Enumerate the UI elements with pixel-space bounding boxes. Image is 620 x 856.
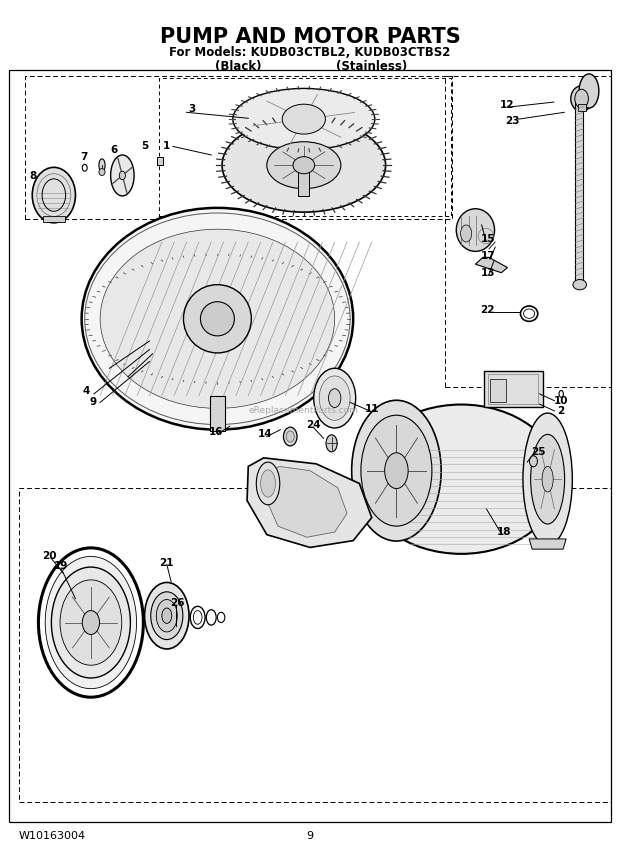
Text: 2: 2 bbox=[557, 406, 564, 416]
Polygon shape bbox=[43, 217, 65, 222]
Text: 24: 24 bbox=[306, 420, 321, 431]
Ellipse shape bbox=[260, 470, 275, 497]
Ellipse shape bbox=[363, 405, 560, 554]
Ellipse shape bbox=[51, 567, 130, 678]
Bar bbox=[298, 162, 309, 196]
Ellipse shape bbox=[256, 462, 280, 505]
Ellipse shape bbox=[283, 427, 297, 446]
Ellipse shape bbox=[99, 159, 105, 171]
Ellipse shape bbox=[233, 88, 375, 150]
Text: PUMP AND MOTOR PARTS: PUMP AND MOTOR PARTS bbox=[159, 27, 461, 47]
Ellipse shape bbox=[529, 455, 538, 467]
Bar bbox=[490, 378, 506, 402]
Bar bbox=[484, 371, 542, 407]
Ellipse shape bbox=[144, 582, 189, 649]
Ellipse shape bbox=[314, 368, 356, 428]
Text: (Black): (Black) bbox=[215, 60, 262, 73]
Bar bbox=[159, 78, 451, 217]
Ellipse shape bbox=[461, 225, 472, 242]
Ellipse shape bbox=[384, 453, 408, 489]
Ellipse shape bbox=[82, 610, 100, 634]
Text: 22: 22 bbox=[480, 306, 495, 315]
Ellipse shape bbox=[267, 142, 341, 188]
Text: 7: 7 bbox=[80, 152, 87, 162]
Text: 23: 23 bbox=[505, 116, 520, 126]
Text: 8: 8 bbox=[30, 171, 37, 181]
Ellipse shape bbox=[573, 280, 587, 290]
Polygon shape bbox=[247, 458, 372, 548]
Text: 16: 16 bbox=[209, 427, 223, 437]
Ellipse shape bbox=[156, 599, 177, 632]
Text: 11: 11 bbox=[365, 404, 379, 414]
Text: 20: 20 bbox=[42, 551, 57, 561]
Polygon shape bbox=[267, 467, 347, 538]
Bar bbox=[25, 76, 452, 219]
Ellipse shape bbox=[542, 467, 553, 492]
Text: 17: 17 bbox=[480, 251, 495, 260]
Bar bbox=[575, 98, 583, 285]
Ellipse shape bbox=[579, 74, 599, 108]
Text: 26: 26 bbox=[170, 597, 185, 608]
Text: 21: 21 bbox=[159, 558, 174, 568]
Bar bbox=[157, 157, 163, 165]
Ellipse shape bbox=[531, 434, 565, 524]
Text: 13: 13 bbox=[480, 268, 495, 277]
Ellipse shape bbox=[575, 89, 588, 108]
Ellipse shape bbox=[456, 209, 495, 252]
Text: 3: 3 bbox=[188, 104, 195, 114]
Ellipse shape bbox=[523, 413, 572, 545]
Bar bbox=[488, 374, 538, 404]
Bar bbox=[445, 76, 611, 387]
Text: 4: 4 bbox=[83, 386, 91, 396]
Ellipse shape bbox=[110, 155, 134, 196]
Ellipse shape bbox=[352, 401, 441, 541]
Text: 9: 9 bbox=[89, 397, 96, 407]
Ellipse shape bbox=[60, 580, 122, 665]
Ellipse shape bbox=[222, 118, 386, 212]
Text: 15: 15 bbox=[480, 234, 495, 244]
Text: 25: 25 bbox=[531, 447, 546, 457]
Bar bbox=[9, 69, 611, 823]
Ellipse shape bbox=[151, 591, 183, 639]
Ellipse shape bbox=[200, 301, 234, 336]
Ellipse shape bbox=[326, 435, 337, 452]
Polygon shape bbox=[476, 258, 508, 273]
Text: 19: 19 bbox=[54, 562, 68, 571]
Ellipse shape bbox=[286, 431, 294, 442]
Ellipse shape bbox=[329, 389, 341, 407]
Ellipse shape bbox=[45, 556, 136, 689]
Text: (Stainless): (Stainless) bbox=[336, 60, 407, 73]
Polygon shape bbox=[529, 539, 566, 550]
Ellipse shape bbox=[119, 171, 125, 180]
Text: 18: 18 bbox=[497, 527, 511, 537]
Ellipse shape bbox=[184, 285, 251, 353]
Bar bbox=[210, 396, 225, 431]
Ellipse shape bbox=[319, 376, 350, 420]
Text: 6: 6 bbox=[111, 145, 118, 155]
Ellipse shape bbox=[99, 169, 105, 175]
Text: 14: 14 bbox=[259, 429, 273, 439]
Text: 9: 9 bbox=[306, 831, 314, 841]
Text: 10: 10 bbox=[553, 395, 568, 406]
Text: 5: 5 bbox=[141, 140, 148, 151]
Bar bbox=[578, 104, 586, 110]
Ellipse shape bbox=[571, 86, 592, 111]
Ellipse shape bbox=[282, 104, 326, 134]
Bar bbox=[19, 488, 611, 802]
Text: For Models: KUDB03CTBL2, KUDB03CTBS2: For Models: KUDB03CTBL2, KUDB03CTBS2 bbox=[169, 46, 451, 59]
Ellipse shape bbox=[162, 608, 172, 623]
Ellipse shape bbox=[32, 167, 76, 223]
Ellipse shape bbox=[361, 415, 432, 526]
Text: W10163004: W10163004 bbox=[19, 831, 86, 841]
Ellipse shape bbox=[293, 157, 314, 174]
Text: 1: 1 bbox=[163, 140, 170, 151]
Ellipse shape bbox=[82, 208, 353, 430]
Text: 12: 12 bbox=[500, 100, 515, 110]
Text: eReplacementParts.com: eReplacementParts.com bbox=[249, 407, 359, 415]
Ellipse shape bbox=[100, 229, 335, 408]
